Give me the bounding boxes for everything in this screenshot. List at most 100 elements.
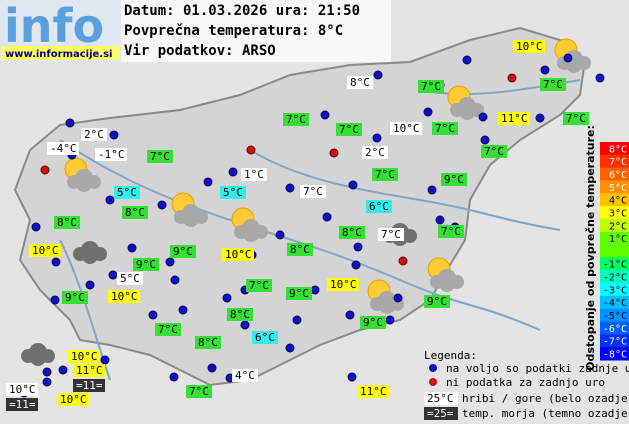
temperature-label: 7°C (566, 112, 586, 125)
label-box (232, 369, 258, 382)
scale-label: 3°C (609, 208, 627, 219)
label-box (155, 323, 181, 336)
legend-mountain-sample: 25°C (427, 392, 454, 405)
label-box (372, 168, 398, 181)
station-available (373, 70, 383, 80)
scale-label: 8°C (609, 144, 627, 155)
temperature-label: -1°C (98, 148, 125, 161)
station-available (203, 177, 213, 187)
temperature-label: 7°C (375, 168, 395, 181)
station-available (595, 73, 605, 83)
label-box (498, 112, 530, 125)
scale-step (600, 142, 629, 156)
temperature-label: 5°C (120, 272, 140, 285)
temperature-label: 11°C (360, 385, 387, 398)
temperature-label: 8°C (230, 308, 250, 321)
temperature-label: 11°C (76, 364, 103, 377)
label-box (108, 290, 140, 303)
label-box (147, 150, 173, 163)
scale-step (600, 218, 629, 233)
label-box (513, 40, 545, 53)
legend: Legenda: na voljo so podatki zadnje ure … (424, 349, 629, 420)
label-box (222, 248, 254, 261)
temperature-label: 8°C (125, 206, 145, 219)
temperature-label: 7°C (286, 113, 306, 126)
label-box (441, 173, 467, 186)
station-available (320, 110, 330, 120)
label-box (424, 295, 450, 308)
station-available (31, 222, 41, 232)
temperature-label: 10°C (516, 40, 543, 53)
label-box (563, 112, 589, 125)
station-available (478, 112, 488, 122)
legend-missing: ni podatka za zadnjo uro (446, 376, 605, 389)
label-box (286, 287, 312, 300)
station-available (427, 185, 437, 195)
scale-title: Odstopanje od povprečne temperature: (584, 125, 597, 371)
station-available (310, 285, 320, 295)
scale-label: -6°C (603, 324, 627, 335)
scale-label: 2°C (609, 221, 627, 232)
temperature-label: 7°C (543, 78, 563, 91)
station-missing (40, 165, 50, 175)
label-box (195, 336, 221, 349)
scale-label: -5°C (603, 311, 627, 322)
scale-step (600, 206, 629, 220)
legend-mountain: hribi / gore (belo ozadje) (462, 392, 629, 405)
scale-step (600, 231, 629, 258)
label-box (390, 122, 422, 135)
label-box (327, 278, 359, 291)
temperature-label: 8°C (342, 226, 362, 239)
temperature-label: 10°C (60, 393, 87, 406)
label-box (57, 393, 89, 406)
temperature-label: 5°C (223, 186, 243, 199)
temperature-label: 10°C (111, 290, 138, 303)
temperature-label: 9°C (289, 287, 309, 300)
legend-available: na voljo so podatki zadnje ure (446, 362, 629, 375)
scale-label: -8°C (603, 350, 627, 361)
station-available (42, 367, 52, 377)
scale-step (600, 347, 629, 361)
label-box (246, 279, 272, 292)
scale-label: -7°C (603, 337, 627, 348)
station-available (480, 135, 490, 145)
station-available (345, 310, 355, 320)
label-box (73, 364, 105, 377)
scale-step (600, 154, 629, 169)
temperature-label: 7°C (339, 123, 359, 136)
label-box (6, 383, 38, 396)
scale-label: 4°C (609, 196, 627, 207)
station-available (348, 180, 358, 190)
station-available (285, 183, 295, 193)
station-available (207, 363, 217, 373)
station-available (292, 315, 302, 325)
temperature-label: 2°C (84, 128, 104, 141)
label-box (362, 146, 388, 159)
temperature-label: =11= (9, 398, 36, 411)
station-available (322, 212, 332, 222)
station-available (462, 55, 472, 65)
temperature-label: 10°C (9, 383, 36, 396)
station-available (85, 280, 95, 290)
station-available (222, 293, 232, 303)
station-available (285, 343, 295, 353)
label-box (170, 245, 196, 258)
station-available (393, 293, 403, 303)
station-available (100, 355, 110, 365)
temperature-label: 7°C (158, 323, 178, 336)
scale-step (600, 283, 629, 297)
temperature-label: 1°C (244, 168, 264, 181)
station-available (353, 242, 363, 252)
station-available (148, 310, 158, 320)
temperature-label: 10°C (32, 244, 59, 257)
scale-step (600, 257, 629, 271)
label-box (378, 228, 404, 241)
temperature-label: 7°C (189, 385, 209, 398)
station-available (385, 315, 395, 325)
temperature-label: 9°C (173, 245, 193, 258)
temperature-label: 6°C (255, 331, 275, 344)
label-box (6, 398, 38, 411)
station-missing (398, 256, 408, 266)
label-box (366, 200, 392, 213)
label-box (186, 385, 212, 398)
